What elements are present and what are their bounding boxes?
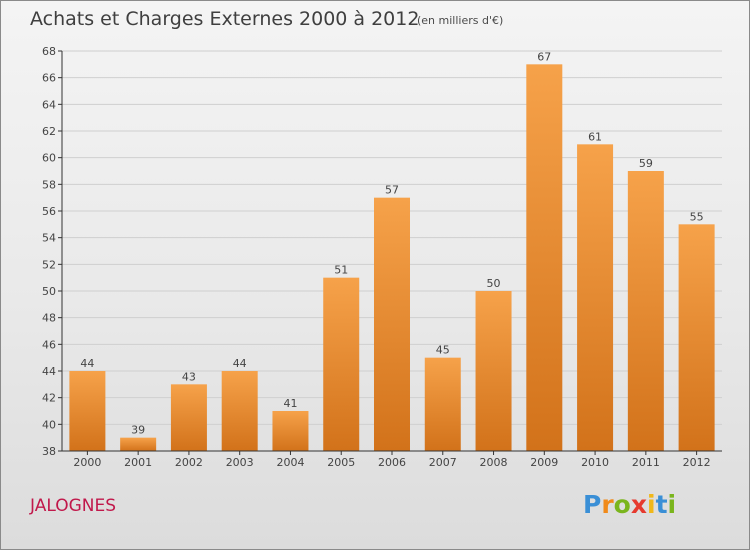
y-tick-label: 54	[42, 232, 56, 245]
data-label: 55	[690, 210, 704, 223]
labels: 38 40 42 44 46 48 50 52 54 56 58 60 62 64 66 68 44 2000 39…	[42, 45, 711, 469]
bar	[323, 277, 360, 451]
data-label: 50	[487, 277, 501, 290]
bar	[678, 224, 715, 451]
x-tick-label: 2003	[226, 456, 254, 469]
data-label: 61	[588, 130, 602, 143]
bar	[120, 437, 157, 451]
bars	[69, 64, 715, 452]
y-tick-label: 42	[42, 392, 56, 405]
data-label: 43	[182, 370, 196, 383]
data-label: 51	[334, 264, 348, 277]
logo-letter: t	[655, 490, 668, 519]
bar	[170, 384, 207, 451]
y-tick-label: 38	[42, 445, 56, 458]
x-tick-label: 2008	[480, 456, 508, 469]
x-tick-label: 2004	[276, 456, 304, 469]
logo-letter: P	[583, 490, 602, 519]
data-label: 41	[283, 397, 297, 410]
logo-letter: r	[601, 490, 614, 519]
data-label: 44	[233, 357, 247, 370]
data-label: 45	[436, 344, 450, 357]
proxiti-logo: Proxiti	[583, 490, 676, 519]
x-tick-label: 2005	[327, 456, 355, 469]
y-tick-label: 60	[42, 152, 56, 165]
y-tick-label: 52	[42, 258, 56, 271]
commune-name: JALOGNES	[30, 496, 117, 516]
logo-letter: x	[630, 490, 647, 519]
bar	[627, 171, 664, 451]
data-label: 67	[537, 50, 551, 63]
y-tick-label: 62	[42, 125, 56, 138]
bar	[526, 64, 563, 451]
bar	[272, 411, 309, 451]
y-tick-label: 40	[42, 418, 56, 431]
data-label: 59	[639, 157, 653, 170]
chart-title: Achats et Charges Externes 2000 à 2012	[30, 8, 420, 30]
bar	[475, 291, 512, 451]
y-tick-label: 50	[42, 285, 56, 298]
x-tick-label: 2002	[175, 456, 203, 469]
chart-subtitle: (en milliers d'€)	[417, 14, 504, 27]
bar	[577, 144, 614, 452]
x-tick-label: 2011	[632, 456, 660, 469]
y-tick-label: 56	[42, 205, 56, 218]
bar	[221, 371, 258, 451]
x-tick-label: 2000	[73, 456, 101, 469]
x-tick-label: 2006	[378, 456, 406, 469]
x-tick-label: 2001	[124, 456, 152, 469]
logo-letter: o	[613, 490, 631, 519]
x-tick-label: 2007	[429, 456, 457, 469]
bar	[424, 357, 461, 451]
y-tick-label: 64	[42, 98, 56, 111]
bar	[69, 371, 106, 451]
y-tick-label: 68	[42, 45, 56, 58]
y-tick-label: 46	[42, 338, 56, 351]
y-tick-label: 66	[42, 72, 56, 85]
bar	[374, 197, 410, 451]
x-tick-label: 2009	[530, 456, 558, 469]
data-label: 39	[131, 424, 145, 437]
data-label: 44	[80, 357, 94, 370]
axes	[58, 50, 722, 455]
logo-letter: i	[647, 490, 656, 519]
y-tick-label: 44	[42, 365, 56, 378]
logo-letter: i	[667, 490, 677, 519]
y-tick-label: 58	[42, 178, 56, 191]
data-label: 57	[385, 184, 399, 197]
x-tick-label: 2010	[581, 456, 609, 469]
y-tick-label: 48	[42, 312, 56, 325]
x-tick-label: 2012	[683, 456, 711, 469]
